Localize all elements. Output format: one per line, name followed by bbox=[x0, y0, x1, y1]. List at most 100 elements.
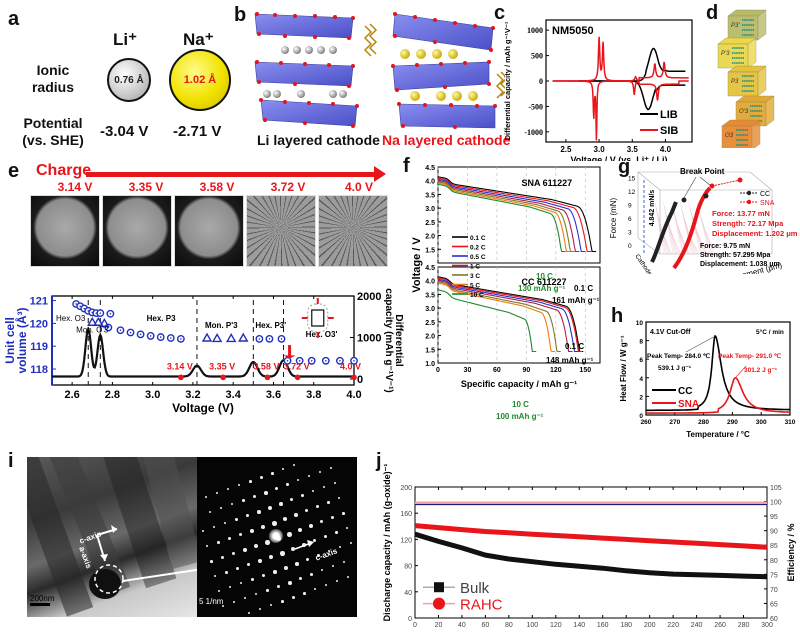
panel-label-e: e bbox=[8, 160, 20, 182]
sem-particle-image bbox=[102, 195, 172, 267]
tick-label: 100 bbox=[526, 622, 538, 629]
tick-label: 4.0 bbox=[660, 145, 672, 154]
y-axis-label-right: capacity (mAh g⁻¹V⁻¹) bbox=[383, 288, 394, 392]
diffraction-spot bbox=[255, 593, 258, 596]
diffraction-spot bbox=[334, 482, 336, 484]
phase-label: Hex. P3 bbox=[147, 314, 176, 323]
volume-point-dot bbox=[149, 335, 152, 337]
background-traces bbox=[670, 231, 682, 255]
dsc-curve-sna bbox=[646, 376, 791, 414]
diffraction-spot bbox=[294, 513, 298, 517]
diffraction-spot bbox=[301, 494, 304, 497]
tick-label: 300 bbox=[756, 419, 767, 426]
diffraction-spot bbox=[259, 608, 261, 610]
diffraction-spot bbox=[264, 491, 268, 495]
diffraction-spot bbox=[316, 505, 319, 508]
voltage-curve-3C bbox=[437, 281, 561, 353]
tick-label: 2.5 bbox=[560, 145, 572, 154]
voltage-marker-label: 3.35 V bbox=[209, 361, 235, 371]
legend-label: 10 C bbox=[470, 292, 484, 299]
tick-label: 80 bbox=[770, 558, 778, 565]
tick-label: 100 bbox=[770, 500, 782, 507]
tick-label: 60 bbox=[770, 616, 778, 623]
dsc-curve-cc bbox=[646, 334, 790, 412]
y-axis-label-left: Unit cell bbox=[3, 317, 17, 364]
legend-label: 0.1 C bbox=[470, 235, 486, 242]
diffraction-spot bbox=[331, 516, 334, 519]
diffraction-spot bbox=[202, 530, 204, 532]
tick-label: 121 bbox=[30, 296, 48, 308]
volume-point-dot bbox=[79, 305, 81, 308]
sem-voltage-label: 3.72 V bbox=[270, 180, 306, 194]
voltage-marker-label: 3.72 V bbox=[284, 361, 310, 371]
legend-label: SNA bbox=[678, 399, 699, 410]
volume-point-dot bbox=[129, 331, 132, 334]
phase-label: O3 bbox=[725, 133, 734, 139]
tick-label: 2.0 bbox=[425, 334, 435, 341]
tick-label: 140 bbox=[573, 622, 585, 629]
panel-label-a: a bbox=[8, 8, 20, 30]
diffraction-spot bbox=[260, 476, 263, 479]
annotation: 161 mAh g⁻¹ bbox=[552, 296, 600, 305]
volume-point-dot bbox=[169, 337, 172, 339]
diffraction-spot bbox=[314, 588, 317, 591]
sem-particle-image bbox=[30, 195, 100, 267]
selected-area-circle bbox=[94, 564, 124, 594]
break-point-pointer bbox=[683, 176, 697, 199]
volume-point-dot bbox=[339, 360, 341, 362]
voltage-curve-10C bbox=[437, 183, 566, 253]
tick-label: 290 bbox=[727, 419, 738, 426]
phase-label: O'3 bbox=[739, 109, 749, 115]
cube-side bbox=[751, 119, 761, 148]
chart-title: NM5050 bbox=[552, 25, 594, 37]
voltage-curve-05C bbox=[437, 178, 586, 253]
sem-voltage-label: 4.0 V bbox=[344, 180, 374, 194]
voltage-marker bbox=[220, 374, 226, 381]
diffraction-spot bbox=[347, 576, 349, 578]
diffraction-spot bbox=[221, 556, 224, 559]
phase-stack-illustration: P3' P'3 P3 O'3 O3 bbox=[717, 9, 775, 148]
voltage-curve-5C bbox=[437, 182, 571, 253]
panel-label-j: j bbox=[376, 450, 382, 472]
panel-label-i: i bbox=[8, 450, 14, 472]
break-point-label: Break Point bbox=[680, 167, 725, 176]
tick-label: -1000 bbox=[524, 128, 543, 137]
tem-image bbox=[27, 457, 197, 617]
diffraction-spot bbox=[305, 509, 309, 513]
break-point-pointer bbox=[699, 176, 712, 187]
diffraction-spot bbox=[262, 574, 266, 578]
chart-f-voltage-profiles: 1.5 2.0 2.5 3.0 3.5 4.0 4.5 SNA 611227 1.0 1.5 2.0… bbox=[411, 165, 601, 421]
diffraction-spot bbox=[271, 472, 274, 475]
diffraction-spot bbox=[309, 524, 313, 528]
peak-pointer bbox=[685, 336, 714, 353]
diffraction-spot bbox=[239, 533, 243, 537]
volume-point-triangle bbox=[87, 316, 98, 326]
tick-label: 1.5 bbox=[425, 347, 435, 354]
voltage-marker-label: 3.14 V bbox=[167, 361, 193, 371]
tick-label: 119 bbox=[30, 341, 48, 353]
diffraction-spot bbox=[228, 537, 231, 540]
legend-label: RAHC bbox=[460, 597, 503, 614]
y-axis-label: Heat Flow / W g⁻¹ bbox=[619, 335, 628, 401]
volume-point-dot bbox=[310, 360, 313, 362]
annotation: 0.1 C bbox=[574, 284, 593, 293]
sem-particle-image bbox=[246, 195, 316, 267]
voltage-curve-02C bbox=[437, 277, 583, 353]
na-layer-slabs bbox=[392, 13, 496, 129]
diffraction-spot bbox=[225, 571, 228, 574]
volume-point-triangle bbox=[201, 332, 213, 342]
tick-label: -500 bbox=[528, 102, 543, 111]
tick-label: 500 bbox=[531, 52, 543, 61]
connector bbox=[711, 179, 741, 187]
annotation: 10 C bbox=[512, 400, 529, 409]
diffraction-spot bbox=[236, 567, 239, 570]
label-line: Potential bbox=[23, 115, 83, 131]
legend-label: SNA bbox=[760, 200, 775, 207]
diffraction-spot bbox=[327, 501, 330, 504]
volume-point-triangle bbox=[225, 333, 237, 343]
annotation: 4.1V Cut-Off bbox=[650, 329, 691, 336]
na-cathode-caption: Na layered cathode bbox=[382, 132, 511, 148]
diffraction-spot bbox=[224, 522, 227, 525]
diffraction-spot bbox=[238, 484, 241, 487]
tick-label: 300 bbox=[761, 622, 773, 629]
